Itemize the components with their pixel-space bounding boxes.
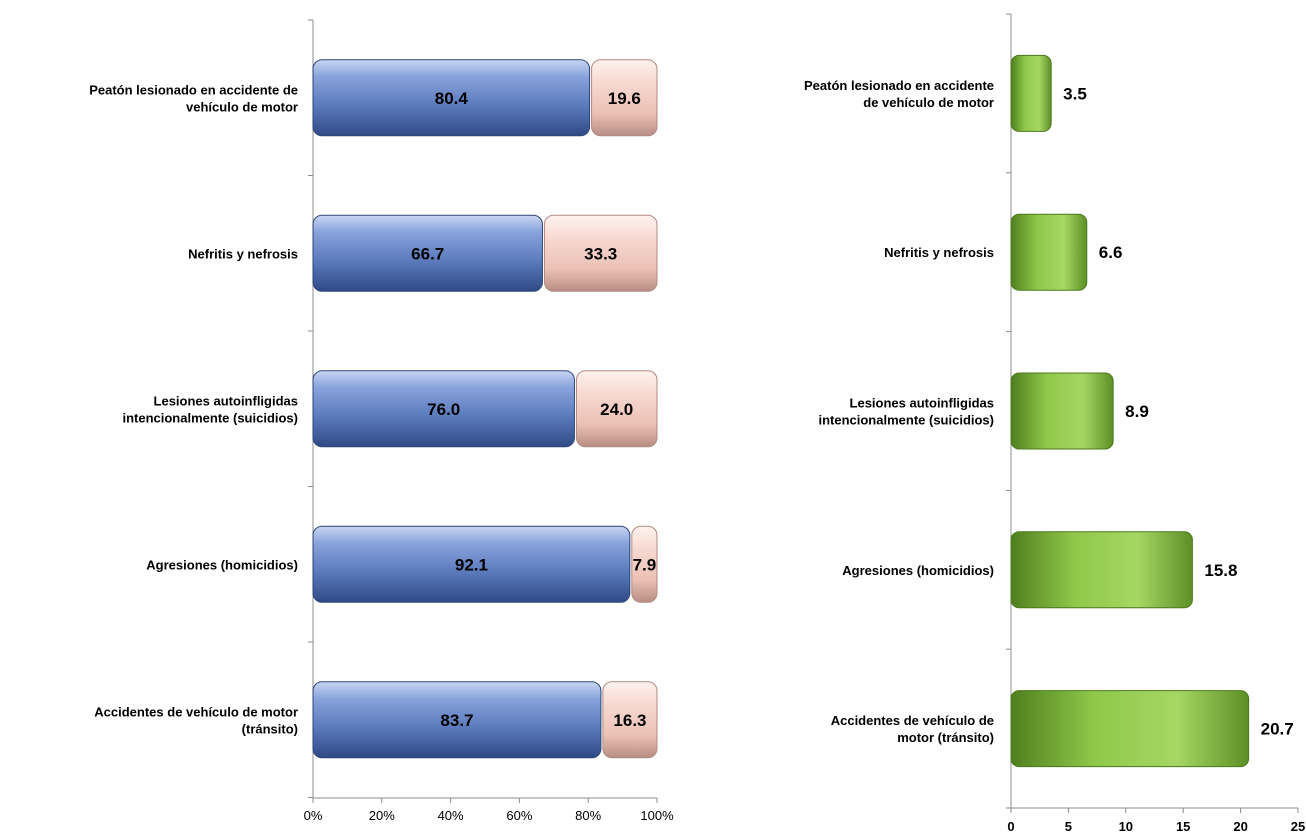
bar-segment-blue <box>312 59 591 137</box>
data-label: 76.0 <box>427 400 460 419</box>
category-label: Agresiones (homicidios) <box>146 557 298 572</box>
x-tick-label: 60% <box>506 808 532 823</box>
bar-segment-pink <box>591 59 658 137</box>
chart-rate-bars: 0 5 10 15 20 25 Peatón lesionado en accidente d… <box>804 13 1305 834</box>
data-label: 8.9 <box>1125 402 1149 421</box>
bar-green <box>1010 213 1088 291</box>
data-label: 24.0 <box>600 400 633 419</box>
data-label: 66.7 <box>411 244 444 263</box>
data-label: 83.7 <box>440 711 473 730</box>
x-tick-label: 40% <box>438 808 464 823</box>
data-label: 7.9 <box>633 555 657 574</box>
category-label: Nefritis y nefrosis <box>188 246 298 261</box>
bar-segment-pink <box>602 681 658 759</box>
bar-green <box>1010 690 1250 768</box>
x-tick-label: 25 <box>1291 819 1305 834</box>
category-label: Accidentes de vehículo de motor (tránsito… <box>831 713 994 745</box>
category-label: Accidentes de vehículo de motor (tránsito… <box>94 704 298 736</box>
data-label: 80.4 <box>435 89 469 108</box>
data-label: 3.5 <box>1063 84 1087 103</box>
bar-segment-pink <box>543 214 658 292</box>
category-label: Peatón lesionado en accidente de vehículo… <box>804 78 994 110</box>
x-tick-label: 80% <box>575 808 601 823</box>
bar-segment-blue <box>312 370 575 448</box>
data-label: 15.8 <box>1204 561 1237 580</box>
x-tick-label: 100% <box>640 808 674 823</box>
data-label: 20.7 <box>1261 720 1294 739</box>
chart-percent-stacked: 0% 20% 40% 60% 80% 100% Peatón lesionado en ac… <box>89 19 674 823</box>
data-label: 19.6 <box>608 89 641 108</box>
category-label: Peatón lesionado en accidente de vehículo… <box>89 82 298 114</box>
data-label: 33.3 <box>584 244 617 263</box>
x-tick-label: 20% <box>369 808 395 823</box>
x-tick-label: 0% <box>304 808 323 823</box>
category-label: Agresiones (homicidios) <box>842 563 994 578</box>
data-label: 92.1 <box>455 555 488 574</box>
bar-green <box>1010 54 1052 132</box>
x-tick-label: 15 <box>1176 819 1190 834</box>
category-label: Nefritis y nefrosis <box>884 245 994 260</box>
x-tick-label: 20 <box>1233 819 1247 834</box>
bar-green <box>1010 531 1193 609</box>
x-tick-label: 5 <box>1065 819 1072 834</box>
bar-segment-pink <box>631 525 658 603</box>
bar-segment-blue <box>312 214 543 292</box>
bar-green <box>1010 372 1114 450</box>
x-tick-label: 10 <box>1119 819 1133 834</box>
category-label: Lesiones autoinfligidas intencionalmente … <box>122 393 298 425</box>
bar-segment-blue <box>312 681 602 759</box>
category-label: Lesiones autoinfligidas intencionalmente … <box>818 396 994 428</box>
data-label: 16.3 <box>613 711 646 730</box>
x-tick-label: 0 <box>1007 819 1014 834</box>
bar-segment-pink <box>575 370 658 448</box>
bar-segment-blue <box>312 525 631 603</box>
data-label: 6.6 <box>1099 243 1123 262</box>
